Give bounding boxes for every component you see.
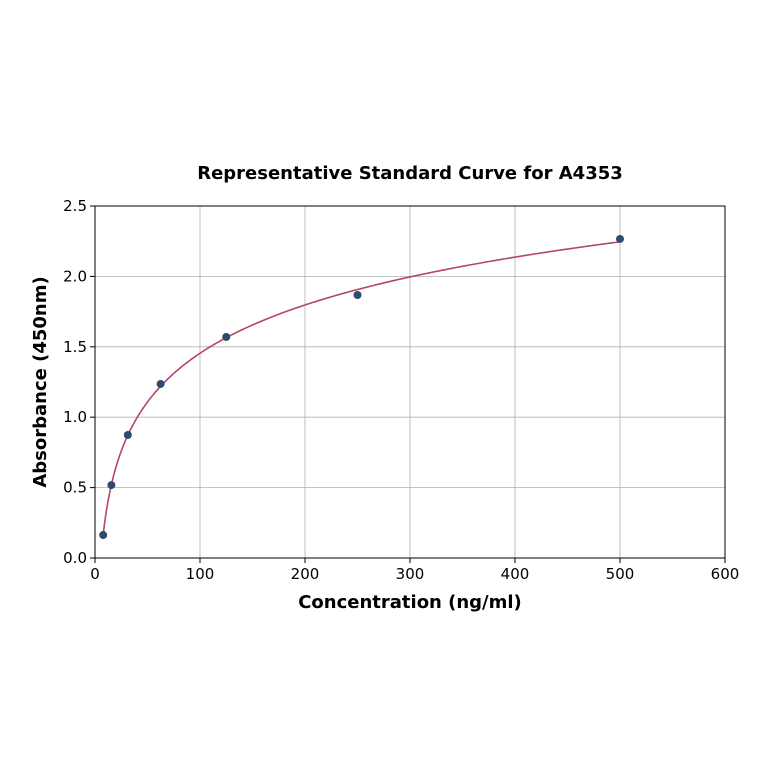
data-point <box>156 379 165 388</box>
y-tick-label: 2.0 <box>63 267 87 285</box>
y-tick-label: 1.5 <box>63 338 87 356</box>
y-tick-label: 2.5 <box>63 197 87 215</box>
y-axis-label: Absorbance (450nm) <box>30 276 51 487</box>
fitted-curve <box>102 241 621 535</box>
data-points <box>99 234 624 540</box>
data-point <box>107 481 116 490</box>
y-tick-label: 0.5 <box>63 479 87 497</box>
x-tick-label: 500 <box>606 565 635 583</box>
x-tick-label: 600 <box>711 565 740 583</box>
x-tick-label: 200 <box>291 565 320 583</box>
data-point <box>353 290 362 299</box>
y-tick-label: 1.0 <box>63 408 87 426</box>
data-point <box>616 234 624 243</box>
x-tick-label: 100 <box>186 565 215 583</box>
y-axis-ticks: 0.0 0.5 1.0 1.5 2.0 2.5 <box>63 197 95 567</box>
data-point <box>123 430 132 439</box>
x-axis-label: Concentration (ng/ml) <box>298 592 522 613</box>
chart-title: Representative Standard Curve for A4353 <box>197 163 623 184</box>
y-tick-label: 0.0 <box>63 549 87 567</box>
x-axis-ticks: 0 100 200 300 400 500 600 <box>90 558 739 583</box>
x-tick-label: 400 <box>501 565 530 583</box>
x-tick-label: 300 <box>396 565 425 583</box>
x-tick-label: 0 <box>90 565 100 583</box>
data-point <box>99 531 108 540</box>
grid-lines <box>94 205 726 559</box>
data-point <box>222 332 231 341</box>
